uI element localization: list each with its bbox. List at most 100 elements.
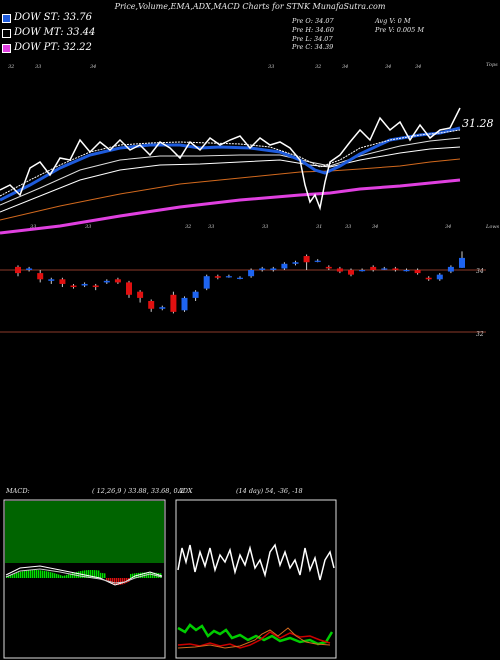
ema-pt-line — [0, 178, 461, 235]
candle-body — [126, 282, 132, 295]
macd-hist-bar — [46, 571, 48, 578]
macd-hist-bar — [86, 570, 88, 578]
macd-hist-bar — [150, 572, 152, 578]
macd-hist-bar — [118, 578, 120, 585]
info-low: Pre L: 34.07 — [292, 35, 333, 43]
macd-hist-bar — [48, 571, 50, 578]
macd-line — [5, 565, 163, 586]
info-high: Pre H: 34.60 — [292, 26, 334, 34]
candle-body — [103, 280, 110, 283]
macd-hist-bar — [130, 573, 132, 578]
legend-label-st: DOW ST: 33.76 — [14, 12, 93, 23]
macd-label: MACD: — [5, 487, 30, 495]
candle-body — [137, 291, 144, 298]
candle-body — [325, 266, 332, 269]
adx-di-plus-line — [177, 543, 335, 581]
info-open: Pre O: 34.07 — [292, 17, 334, 25]
macd-hist-bar — [106, 578, 108, 582]
tick-label: 32 — [315, 64, 321, 70]
macd-hist-bar — [78, 571, 80, 578]
tick-label: 34 — [90, 64, 96, 70]
macd-hist-bar — [116, 578, 118, 585]
candle-body — [392, 268, 399, 270]
candle-body — [336, 268, 343, 272]
candle-body — [270, 268, 277, 270]
y-tick-32: 32 — [476, 331, 484, 338]
macd-positive-zone — [5, 501, 164, 563]
ema-mt-dashed — [0, 129, 461, 197]
ema-long-line — [0, 158, 461, 221]
candle-body — [281, 263, 288, 269]
candle-body — [348, 270, 354, 275]
adx-orange-line — [177, 627, 331, 649]
candle-body — [192, 291, 199, 298]
macd-hist-bar — [32, 570, 34, 578]
legend-swatch-st — [2, 14, 11, 23]
macd-hist-bar — [66, 574, 68, 578]
macd-hist-bar — [42, 570, 44, 578]
ema-mt-line-2 — [0, 137, 461, 206]
tick-label: 34 — [342, 64, 348, 70]
macd-hist-bar — [90, 570, 92, 578]
ema-st-line — [0, 126, 461, 202]
candle-body — [170, 294, 177, 312]
macd-hist-bar — [60, 575, 62, 578]
legend-label-mt: DOW MT: 33.44 — [14, 27, 96, 38]
adx-params: (14 day) 54, -36, -18 — [236, 487, 303, 495]
macd-hist-bar — [12, 574, 14, 578]
macd-hist-bar — [96, 570, 98, 578]
tick-label: 34 — [445, 224, 451, 230]
macd-hist-bar — [26, 570, 28, 578]
candle-body — [15, 266, 21, 274]
candle-body — [248, 270, 255, 277]
macd-hist-bar — [142, 572, 144, 578]
macd-hist-bar — [148, 572, 150, 578]
macd-hist-bar — [158, 573, 160, 578]
price-close-line — [0, 107, 461, 211]
tick-label: 34 — [372, 224, 378, 230]
macd-signal-line — [5, 568, 163, 584]
candle-body — [303, 256, 310, 263]
tick-label: 34 — [415, 64, 421, 70]
macd-hist-bar — [10, 574, 12, 578]
macd-hist-bar — [104, 573, 106, 578]
macd-hist-bar — [18, 572, 20, 578]
candle-body — [181, 297, 188, 311]
macd-hist-bar — [36, 570, 38, 578]
tick-label: 31 — [316, 224, 322, 230]
macd-hist-bar — [34, 570, 36, 578]
macd-hist-bar — [152, 572, 154, 578]
macd-hist-bar — [58, 574, 60, 578]
tick-label: 33 — [30, 224, 36, 230]
tick-label: 33 — [208, 224, 214, 230]
legend-swatch-mt — [2, 29, 11, 38]
macd-hist-bar — [28, 570, 30, 578]
macd-hist-bar — [50, 572, 52, 578]
macd-hist-bar — [100, 572, 102, 578]
tick-label: 32 — [8, 64, 14, 70]
macd-hist-bar — [108, 578, 110, 583]
macd-hist-bar — [72, 572, 74, 578]
candle-body — [92, 285, 99, 288]
tick-label: 33 — [345, 224, 351, 230]
tick-label: 33 — [262, 224, 268, 230]
macd-hist-bar — [94, 570, 96, 578]
macd-hist-bar — [92, 570, 94, 578]
candle-body — [425, 277, 432, 280]
macd-params: ( 12,26,9 ) 33.88, 33.68, 0.2 — [92, 487, 184, 495]
legend-swatch-pt — [2, 44, 11, 53]
candle-body — [370, 266, 377, 270]
macd-hist-bar — [102, 573, 104, 578]
candle-body — [114, 279, 121, 283]
candle-body — [359, 270, 366, 272]
tick-label: 33 — [35, 64, 41, 70]
tick-label: 32 — [185, 224, 191, 230]
macd-hist-bar — [40, 570, 42, 578]
candle-body — [414, 270, 421, 274]
macd-hist-bar — [24, 570, 26, 578]
lows-label: Lows — [485, 224, 500, 230]
macd-hist-bar — [110, 578, 112, 584]
candle-body — [214, 276, 221, 278]
y-tick-34: 34 — [476, 268, 484, 275]
candle-body — [225, 276, 232, 278]
